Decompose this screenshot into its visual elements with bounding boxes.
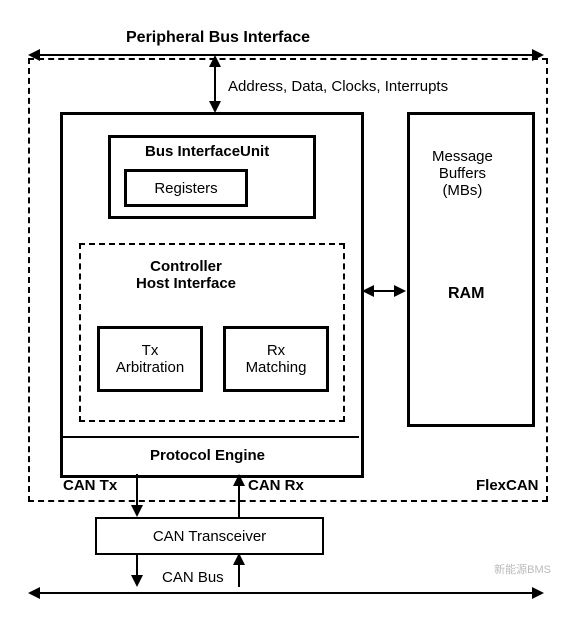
flexcan-label: FlexCAN	[476, 477, 539, 494]
ram-label: RAM	[448, 285, 484, 303]
bus-to-engine-arrow	[208, 55, 222, 113]
peripheral-bus-title: Peripheral Bus Interface	[126, 29, 310, 47]
bus-interface-unit-label: Bus InterfaceUnit	[145, 143, 269, 160]
can-transceiver-box: CAN Transceiver	[95, 517, 324, 555]
protocol-engine-label: Protocol Engine	[150, 447, 265, 464]
tx-arbitration-box: Tx Arbitration	[97, 326, 203, 392]
host-interface-label: Controller Host Interface	[136, 258, 236, 292]
protocol-engine-divider	[63, 436, 359, 438]
bus-arrow	[28, 48, 544, 62]
can-rx-arrow	[232, 474, 246, 517]
can-tx-arrow	[130, 474, 144, 517]
rx-matching-label: Rx Matching	[246, 342, 307, 376]
transceiver-down-left-arrow	[130, 553, 144, 587]
watermark-text: 新能源BMS	[494, 561, 551, 577]
tx-arbitration-label: Tx Arbitration	[116, 342, 184, 376]
can-tx-label: CAN Tx	[63, 477, 117, 494]
transceiver-up-right-arrow	[232, 553, 246, 587]
registers-label: Registers	[154, 180, 217, 197]
rx-matching-box: Rx Matching	[223, 326, 329, 392]
can-rx-label: CAN Rx	[248, 477, 304, 494]
registers-box: Registers	[124, 169, 248, 207]
can-transceiver-label: CAN Transceiver	[153, 528, 266, 545]
signals-label: Address, Data, Clocks, Interrupts	[228, 78, 448, 95]
engine-to-mbs-arrow	[362, 284, 406, 298]
can-bus-label: CAN Bus	[162, 569, 224, 586]
message-buffers-label: Message Buffers (MBs)	[432, 148, 493, 199]
can-bus-arrow	[28, 586, 544, 600]
